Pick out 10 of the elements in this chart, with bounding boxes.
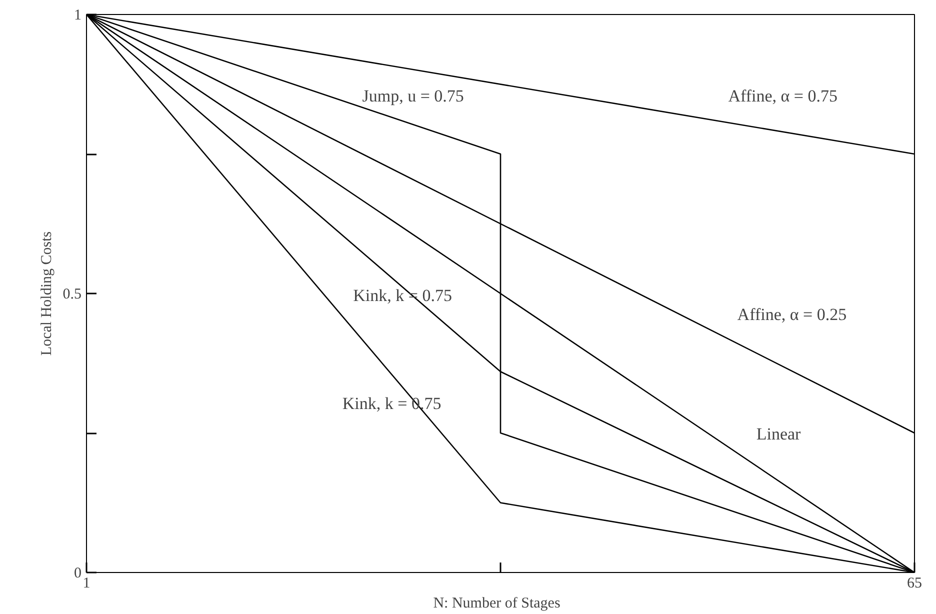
x-tick-label: 65: [907, 576, 922, 592]
y-tick-label: 1: [74, 8, 82, 24]
y-tick-label: 0: [74, 566, 82, 582]
annotation: Linear: [756, 424, 802, 444]
y-axis-title: Local Holding Costs: [38, 231, 55, 356]
annotation: Affine, α = 0.25: [737, 305, 847, 324]
x-axis-title: N: Number of Stages: [433, 596, 560, 612]
annotation: Jump, u = 0.75: [362, 86, 464, 106]
annotation: Affine, α = 0.75: [728, 86, 838, 106]
y-tick-label: 0.5: [62, 286, 82, 302]
